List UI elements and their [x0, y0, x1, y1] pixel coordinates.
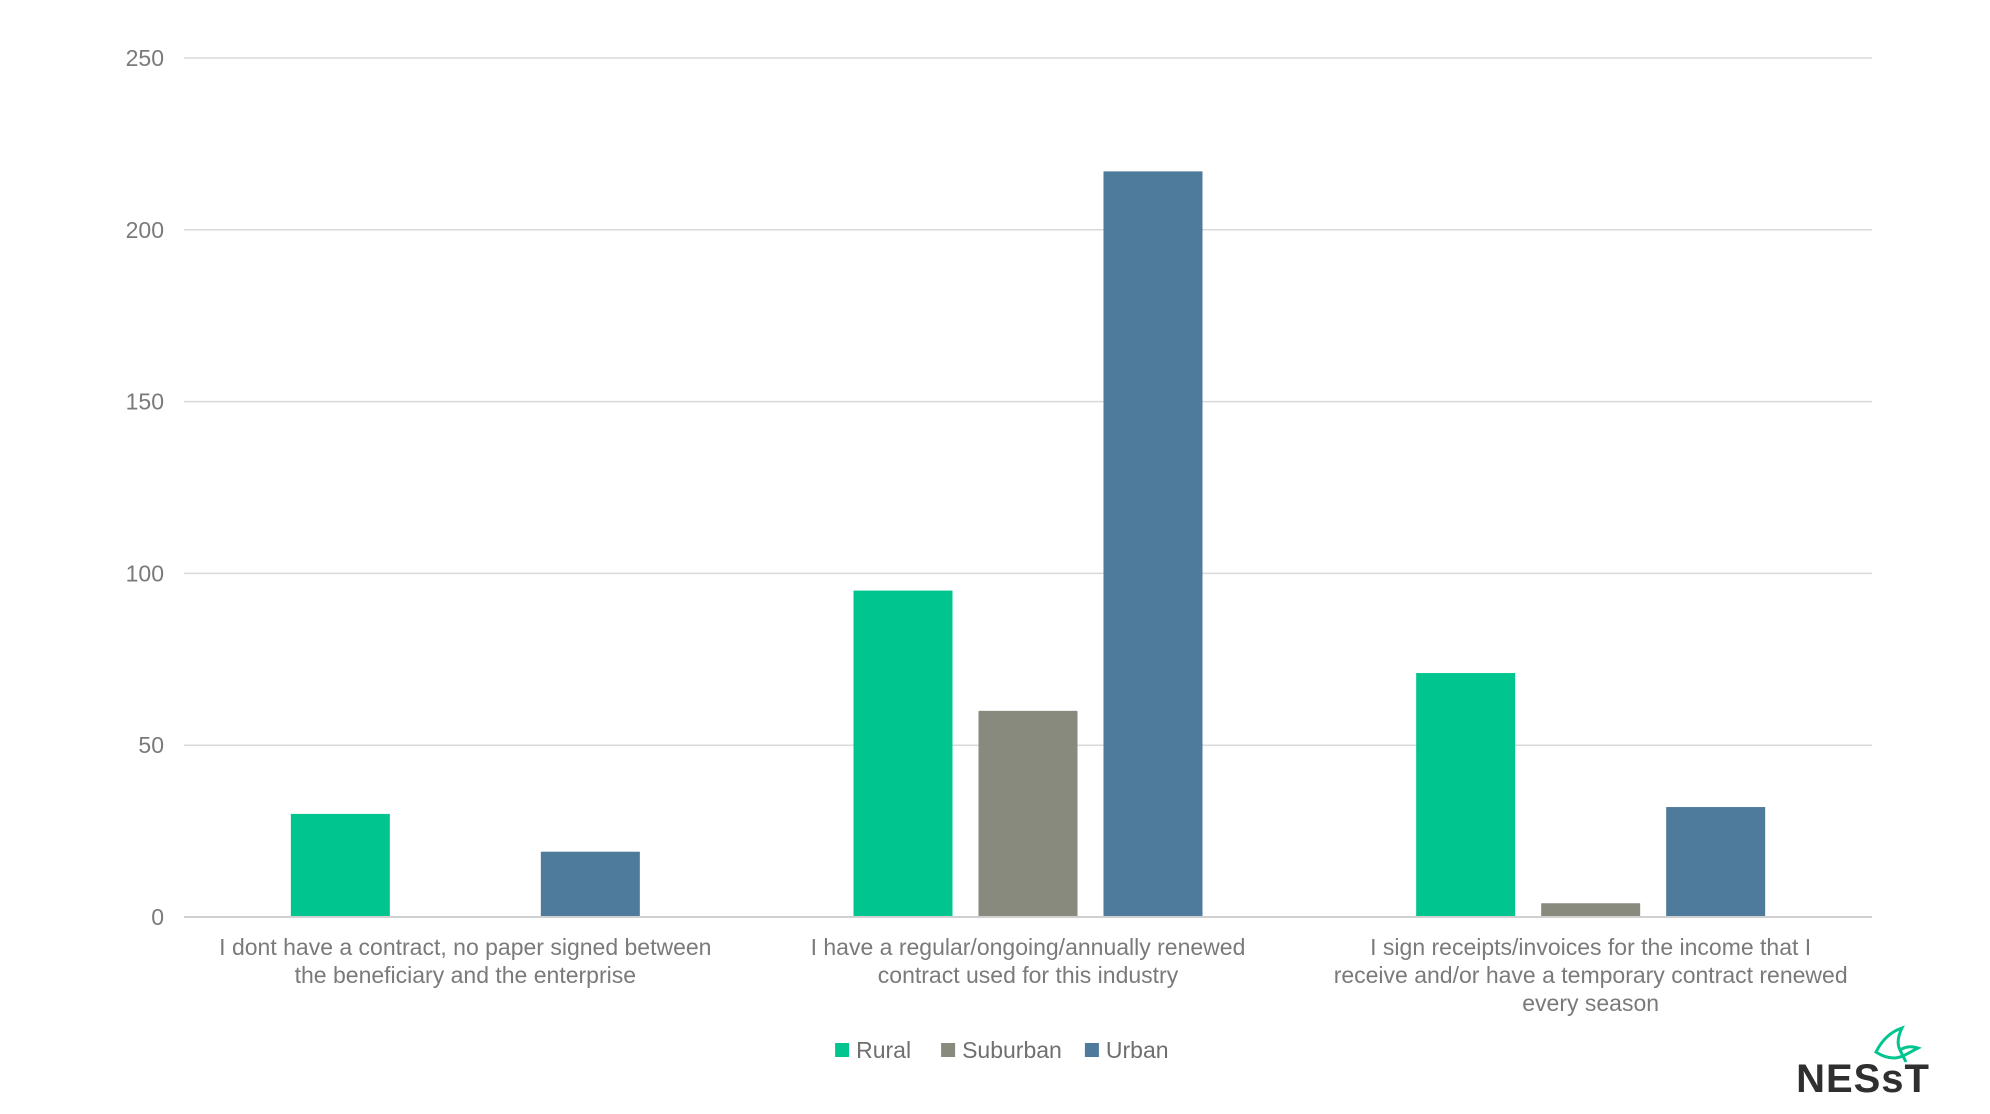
y-tick-label: 0: [151, 904, 164, 930]
y-tick-label: 50: [138, 732, 164, 758]
category-label-line: receive and/or have a temporary contract…: [1334, 962, 1848, 988]
legend-swatch: [941, 1043, 956, 1057]
y-tick-label: 250: [126, 45, 164, 71]
nesst-logo: NESsT: [1796, 1025, 1930, 1101]
legend-label: Suburban: [962, 1037, 1062, 1063]
bar-urban-2: [1103, 171, 1203, 917]
legend: Rural Suburban Urban: [835, 1037, 1169, 1063]
legend-item-rural: Rural: [835, 1037, 911, 1063]
y-tick-label: 200: [126, 217, 164, 243]
logo-text: NESsT: [1796, 1057, 1930, 1101]
legend-item-suburban: Suburban: [941, 1037, 1062, 1063]
legend-swatch: [1084, 1043, 1099, 1057]
legend-item-urban: Urban: [1084, 1037, 1169, 1063]
y-tick-label: 150: [126, 389, 164, 415]
legend-label: Urban: [1106, 1037, 1169, 1063]
y-axis-ticks: 0 50 100 150 200 250: [126, 45, 164, 930]
y-tick-label: 100: [126, 560, 164, 586]
legend-label: Rural: [856, 1037, 911, 1063]
bar-rural-1: [290, 813, 390, 917]
category-label: I dont have a contract, no paper signed …: [219, 934, 711, 988]
bar-rural-2: [853, 590, 953, 917]
category-label-line: contract used for this industry: [878, 962, 1179, 988]
bar-suburban-2: [978, 710, 1078, 917]
bird-icon: [1874, 1025, 1922, 1063]
gridlines: [184, 57, 1872, 746]
bar-urban-1: [540, 851, 640, 917]
category-label-line: I have a regular/ongoing/annually renewe…: [811, 934, 1246, 960]
category-label-line: I sign receipts/invoices for the income …: [1370, 934, 1811, 960]
category-label: I have a regular/ongoing/annually renewe…: [811, 934, 1246, 988]
category-labels: I dont have a contract, no paper signed …: [219, 934, 1847, 1016]
category-label-line: every season: [1522, 990, 1659, 1016]
bar-suburban-3: [1541, 903, 1641, 917]
category-label-line: I dont have a contract, no paper signed …: [219, 934, 711, 960]
bar-urban-3: [1666, 807, 1766, 917]
bars: [290, 171, 1766, 917]
category-label: I sign receipts/invoices for the income …: [1334, 934, 1848, 1016]
category-label-line: the beneficiary and the enterprise: [295, 962, 636, 988]
legend-swatch: [835, 1043, 850, 1057]
bar-rural-3: [1416, 673, 1516, 917]
